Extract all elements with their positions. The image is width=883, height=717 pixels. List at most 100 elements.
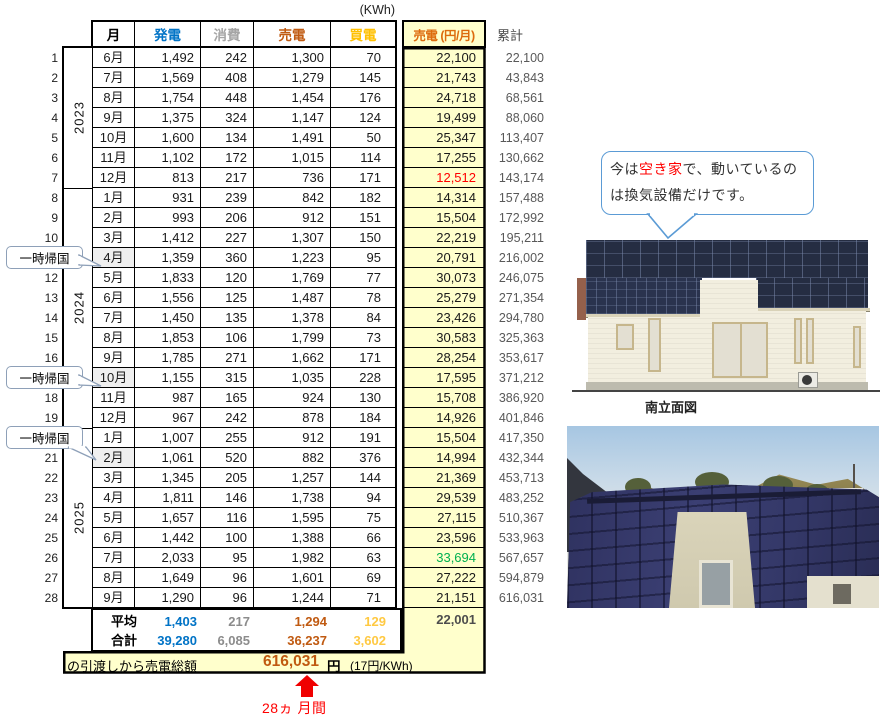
cell-cumulative[interactable]: 216,002	[498, 251, 544, 265]
row-number[interactable]: 12	[44, 271, 58, 285]
cell-buy[interactable]: 376	[359, 450, 381, 465]
row-number[interactable]: 14	[44, 311, 58, 325]
cell-generation[interactable]: 813	[135, 168, 201, 187]
cell-sell-yen[interactable]: 14,926	[404, 408, 484, 428]
cell-generation[interactable]: 1,359	[135, 248, 201, 267]
row-number[interactable]: 9	[51, 211, 58, 225]
row-number[interactable]: 15	[44, 331, 58, 345]
cell-month[interactable]: 1月	[93, 428, 135, 447]
cell-month[interactable]: 2月	[93, 208, 135, 227]
cell-month[interactable]: 9月	[93, 348, 135, 367]
cell-sell[interactable]: 1,279	[254, 68, 331, 87]
cell-month[interactable]: 10月	[93, 128, 135, 147]
cell-buy[interactable]: 171	[359, 350, 381, 365]
cell-sell-yen[interactable]: 21,743	[404, 68, 484, 88]
cell-consumption[interactable]: 242	[201, 408, 254, 427]
row-number[interactable]: 25	[44, 531, 58, 545]
cell-cumulative[interactable]: 271,354	[498, 291, 544, 305]
cell-sell-yen[interactable]: 17,255	[404, 148, 484, 168]
cell-consumption[interactable]: 255	[201, 428, 254, 447]
cell-consumption[interactable]: 408	[201, 68, 254, 87]
cell-cumulative[interactable]: 195,211	[499, 231, 544, 245]
cell-buy[interactable]: 84	[366, 310, 381, 325]
cell-generation[interactable]: 1,442	[135, 528, 201, 547]
cell-sell-yen[interactable]: 33,694	[404, 548, 484, 568]
cell-cumulative[interactable]: 401,846	[498, 411, 544, 425]
header-month[interactable]: 月	[93, 22, 135, 46]
cell-sell[interactable]: 1,257	[254, 468, 331, 487]
cell-consumption[interactable]: 520	[201, 448, 254, 467]
cell-consumption[interactable]: 125	[201, 288, 254, 307]
cell-buy[interactable]: 151	[359, 210, 381, 225]
cell-consumption[interactable]: 324	[201, 108, 254, 127]
cell-sell-yen[interactable]: 19,499	[404, 108, 484, 128]
cell-cumulative[interactable]: 453,713	[498, 471, 544, 485]
cell-generation[interactable]: 1,657	[135, 508, 201, 527]
cell-consumption[interactable]: 271	[201, 348, 254, 367]
cell-buy[interactable]: 114	[360, 150, 381, 165]
cell-generation[interactable]: 1,492	[135, 48, 201, 67]
cell-sell[interactable]: 1,223	[254, 248, 331, 267]
cell-month[interactable]: 7月	[93, 68, 135, 87]
cell-sell[interactable]: 1,388	[254, 528, 331, 547]
cell-sell-yen[interactable]: 17,595	[404, 368, 484, 388]
cell-sell-yen[interactable]: 12,512	[404, 168, 484, 188]
row-number[interactable]: 7	[51, 171, 58, 185]
cell-sell[interactable]: 1,307	[254, 228, 331, 247]
cell-month[interactable]: 6月	[93, 48, 135, 67]
cell-consumption[interactable]: 106	[201, 328, 254, 347]
cell-sell-yen[interactable]: 28,254	[404, 348, 484, 368]
cell-sell[interactable]: 912	[254, 428, 331, 447]
row-number[interactable]: 10	[44, 231, 58, 245]
cell-cumulative[interactable]: 294,780	[498, 311, 544, 325]
cell-sell-yen[interactable]: 20,791	[404, 248, 484, 268]
cell-month[interactable]: 6月	[93, 288, 135, 307]
header-consumption[interactable]: 消費	[201, 22, 254, 46]
cell-sell-yen[interactable]: 21,369	[404, 468, 484, 488]
cell-month[interactable]: 8月	[93, 568, 135, 587]
total-generation[interactable]: 39,280	[157, 633, 197, 648]
total-buy[interactable]: 3,602	[353, 633, 386, 648]
cell-buy[interactable]: 182	[359, 190, 381, 205]
header-sell-yen[interactable]: 売電 (円/月)	[402, 20, 486, 48]
cell-buy[interactable]: 191	[359, 430, 381, 445]
average-generation[interactable]: 1,403	[164, 614, 197, 629]
cell-cumulative[interactable]: 616,031	[498, 591, 544, 605]
cell-buy[interactable]: 73	[366, 330, 381, 345]
cell-consumption[interactable]: 205	[201, 468, 254, 487]
cell-sell[interactable]: 1,491	[254, 128, 331, 147]
cell-cumulative[interactable]: 113,407	[499, 131, 544, 145]
cell-month[interactable]: 2月	[93, 448, 135, 467]
cell-sell[interactable]: 924	[254, 388, 331, 407]
cell-consumption[interactable]: 227	[201, 228, 254, 247]
cell-cumulative[interactable]: 594,879	[498, 571, 544, 585]
cell-buy[interactable]: 78	[366, 290, 381, 305]
cell-consumption[interactable]: 448	[201, 88, 254, 107]
cell-cumulative[interactable]: 68,561	[505, 91, 544, 105]
cell-buy[interactable]: 171	[359, 170, 381, 185]
cell-cumulative[interactable]: 510,367	[498, 511, 544, 525]
row-number[interactable]: 5	[51, 131, 58, 145]
cell-sell[interactable]: 1,738	[254, 488, 331, 507]
row-number[interactable]: 4	[51, 111, 58, 125]
cell-sell[interactable]: 1,487	[254, 288, 331, 307]
cell-cumulative[interactable]: 353,617	[498, 351, 544, 365]
cell-buy[interactable]: 176	[359, 90, 381, 105]
cell-sell-yen[interactable]: 14,314	[404, 188, 484, 208]
cell-month[interactable]: 7月	[93, 548, 135, 567]
speech-bubble[interactable]: 今は空き家で、動いているの は換気設備だけです。	[601, 151, 814, 215]
cell-cumulative[interactable]: 246,075	[498, 271, 544, 285]
cell-month[interactable]: 11月	[93, 148, 135, 167]
cell-sell-yen[interactable]: 23,596	[404, 528, 484, 548]
red-arrow-stem[interactable]	[301, 685, 313, 697]
cell-buy[interactable]: 71	[366, 590, 381, 605]
cell-cumulative[interactable]: 483,252	[498, 491, 544, 505]
cell-consumption[interactable]: 120	[201, 268, 254, 287]
total-consumption[interactable]: 6,085	[217, 633, 250, 648]
cell-month[interactable]: 12月	[93, 168, 135, 187]
cell-generation[interactable]: 931	[135, 188, 201, 207]
row-number[interactable]: 22	[44, 471, 58, 485]
cell-sell-yen[interactable]: 22,100	[404, 48, 484, 68]
callout-bubble[interactable]: 一時帰国	[6, 246, 83, 269]
cell-buy[interactable]: 124	[359, 110, 381, 125]
